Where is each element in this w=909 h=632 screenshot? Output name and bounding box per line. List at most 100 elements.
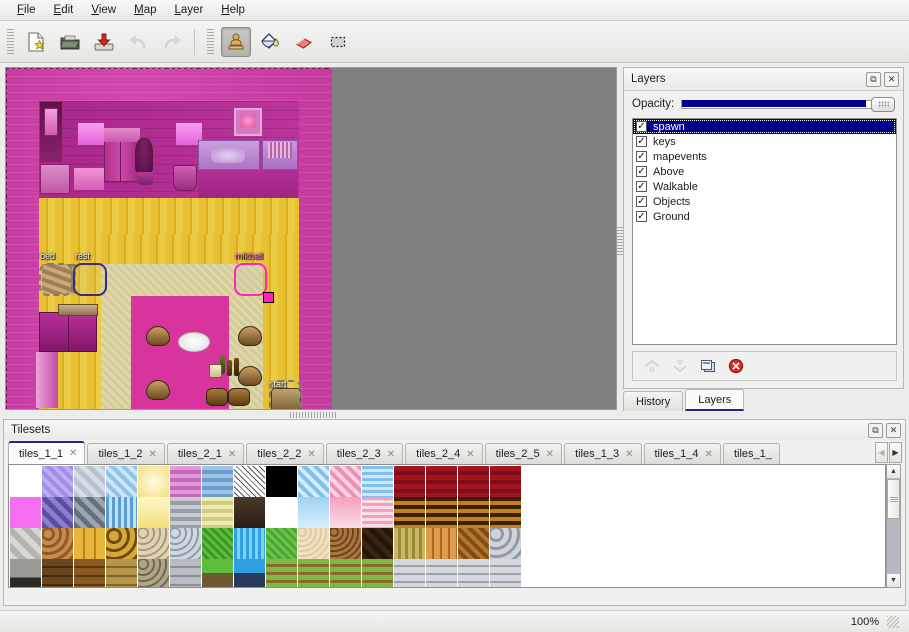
map-object-shape-rest[interactable]: [73, 263, 107, 296]
raise-layer-icon[interactable]: [641, 355, 663, 377]
tile-cell[interactable]: [330, 497, 362, 528]
menu-map[interactable]: Map: [134, 4, 157, 16]
tileset-tab-tiles_1_1[interactable]: tiles_1_1 ✕: [8, 441, 86, 464]
menu-layer[interactable]: Layer: [174, 4, 204, 16]
tile-cell[interactable]: [10, 497, 42, 528]
tile-cell[interactable]: [138, 497, 170, 528]
tile-cell[interactable]: [490, 497, 522, 528]
tile-cell[interactable]: [106, 528, 138, 559]
tile-cell[interactable]: [298, 528, 330, 559]
tile-cell[interactable]: [426, 497, 458, 528]
tile-cell[interactable]: [362, 559, 394, 587]
layer-visibility-checkbox[interactable]: ✓: [636, 135, 647, 147]
tile-cell[interactable]: [234, 497, 266, 528]
tile-cell[interactable]: [106, 559, 138, 587]
tile-cell[interactable]: [234, 559, 266, 587]
tile-cell[interactable]: [42, 528, 74, 559]
tile-cell[interactable]: [234, 528, 266, 559]
new-map-icon[interactable]: [21, 27, 51, 57]
tile-cell[interactable]: [298, 466, 330, 497]
layer-row-ground[interactable]: ✓ Ground: [633, 209, 896, 224]
tile-cell[interactable]: [138, 559, 170, 587]
close-tab-icon[interactable]: ✕: [625, 448, 634, 460]
map-vertical-splitter[interactable]: [617, 67, 623, 410]
tile-cell[interactable]: [202, 559, 234, 587]
menu-help[interactable]: Help: [221, 4, 245, 16]
toolbar-drag-handle[interactable]: [7, 28, 14, 55]
tile-cell[interactable]: [10, 528, 42, 559]
map-horizontal-splitter[interactable]: [5, 411, 617, 419]
close-tab-icon[interactable]: ✕: [148, 448, 157, 460]
tile-cell[interactable]: [170, 466, 202, 497]
tile-cell[interactable]: [426, 466, 458, 497]
close-tab-icon[interactable]: ✕: [69, 448, 78, 459]
tile-cell[interactable]: [42, 466, 74, 497]
tile-cell[interactable]: [170, 497, 202, 528]
tab-history[interactable]: History: [623, 391, 684, 411]
menu-edit[interactable]: Edit: [53, 4, 74, 16]
tile-cell[interactable]: [458, 497, 490, 528]
tileset-tab-tiles_2_4[interactable]: tiles_2_4 ✕: [405, 443, 483, 464]
tileset-tab-tiles_1_4[interactable]: tiles_1_4 ✕: [643, 443, 721, 464]
tile-cell[interactable]: [202, 466, 234, 497]
tileset-tab-tiles_2_2[interactable]: tiles_2_2 ✕: [246, 443, 324, 464]
tile-cell[interactable]: [106, 466, 138, 497]
menu-file[interactable]: File: [17, 4, 36, 16]
layer-row-keys[interactable]: ✓ keys: [633, 134, 896, 149]
tile-cell[interactable]: [170, 559, 202, 587]
layer-visibility-checkbox[interactable]: ✓: [636, 195, 647, 207]
tile-cell[interactable]: [234, 466, 266, 497]
tile-cell[interactable]: [42, 497, 74, 528]
scroll-tabs-right-icon[interactable]: ▶: [889, 442, 902, 463]
tile-cell[interactable]: [10, 559, 42, 587]
layer-visibility-checkbox[interactable]: ✓: [636, 180, 647, 192]
close-tab-icon[interactable]: ✕: [466, 448, 475, 460]
map-object-handle-mikhail[interactable]: [263, 292, 274, 303]
tile-cell[interactable]: [298, 559, 330, 587]
tile-cell[interactable]: [426, 528, 458, 559]
map-canvas-viewport[interactable]: bed rest mikhail andor_1 entr... start: [5, 67, 617, 410]
map-object-shape-bed[interactable]: [39, 263, 73, 296]
map-object-shape-mikhail[interactable]: [234, 263, 267, 296]
tile-cell[interactable]: [138, 466, 170, 497]
layer-list[interactable]: ✓ spawn ✓ keys ✓ mapevents ✓ Above ✓ Wal…: [632, 118, 897, 345]
tileset-tab-tiles_2_3[interactable]: tiles_2_3 ✕: [325, 443, 404, 464]
tab-layers[interactable]: Layers: [685, 389, 745, 411]
tile-cell[interactable]: [490, 466, 522, 497]
tile-cell[interactable]: [74, 559, 106, 587]
tile-cell[interactable]: [458, 466, 490, 497]
tile-cell[interactable]: [330, 466, 362, 497]
scrollbar-thumb[interactable]: [887, 479, 900, 519]
tile-cell[interactable]: [42, 559, 74, 587]
tile-cell[interactable]: [394, 497, 426, 528]
map-canvas[interactable]: bed rest mikhail andor_1 entr... start: [6, 68, 332, 409]
tile-cell[interactable]: [202, 497, 234, 528]
eraser-icon[interactable]: [289, 27, 319, 57]
tile-cell[interactable]: [362, 466, 394, 497]
layer-visibility-checkbox[interactable]: ✓: [636, 150, 647, 162]
lower-layer-icon[interactable]: [669, 355, 691, 377]
tileset-tab-tiles_2_5[interactable]: tiles_2_5 ✕: [484, 443, 563, 464]
tile-cell[interactable]: [266, 559, 298, 587]
tile-cell[interactable]: [266, 497, 298, 528]
bucket-fill-icon[interactable]: [255, 27, 285, 57]
layer-visibility-checkbox[interactable]: ✓: [636, 120, 647, 132]
save-icon[interactable]: [89, 27, 119, 57]
tile-cell[interactable]: [458, 559, 490, 587]
tileset-tab-tiles_1_5[interactable]: tiles_1_: [722, 443, 780, 464]
tile-cell[interactable]: [170, 528, 202, 559]
close-tab-icon[interactable]: ✕: [227, 448, 237, 460]
opacity-slider-knob[interactable]: [871, 96, 895, 112]
tile-cell[interactable]: [10, 466, 42, 497]
layer-row-objects[interactable]: ✓ Objects: [633, 194, 896, 209]
close-tab-icon[interactable]: ✕: [307, 448, 316, 460]
close-tab-icon[interactable]: ✕: [545, 448, 555, 460]
tile-cell[interactable]: [298, 497, 330, 528]
close-icon[interactable]: ✕: [884, 71, 899, 87]
tileset-tab-tiles_1_2[interactable]: tiles_1_2 ✕: [87, 443, 165, 464]
close-tab-icon[interactable]: ✕: [386, 448, 396, 460]
tile-cell[interactable]: [74, 497, 106, 528]
close-icon[interactable]: ✕: [886, 422, 901, 438]
opacity-slider[interactable]: [681, 96, 895, 112]
tile-cell[interactable]: [426, 559, 458, 587]
